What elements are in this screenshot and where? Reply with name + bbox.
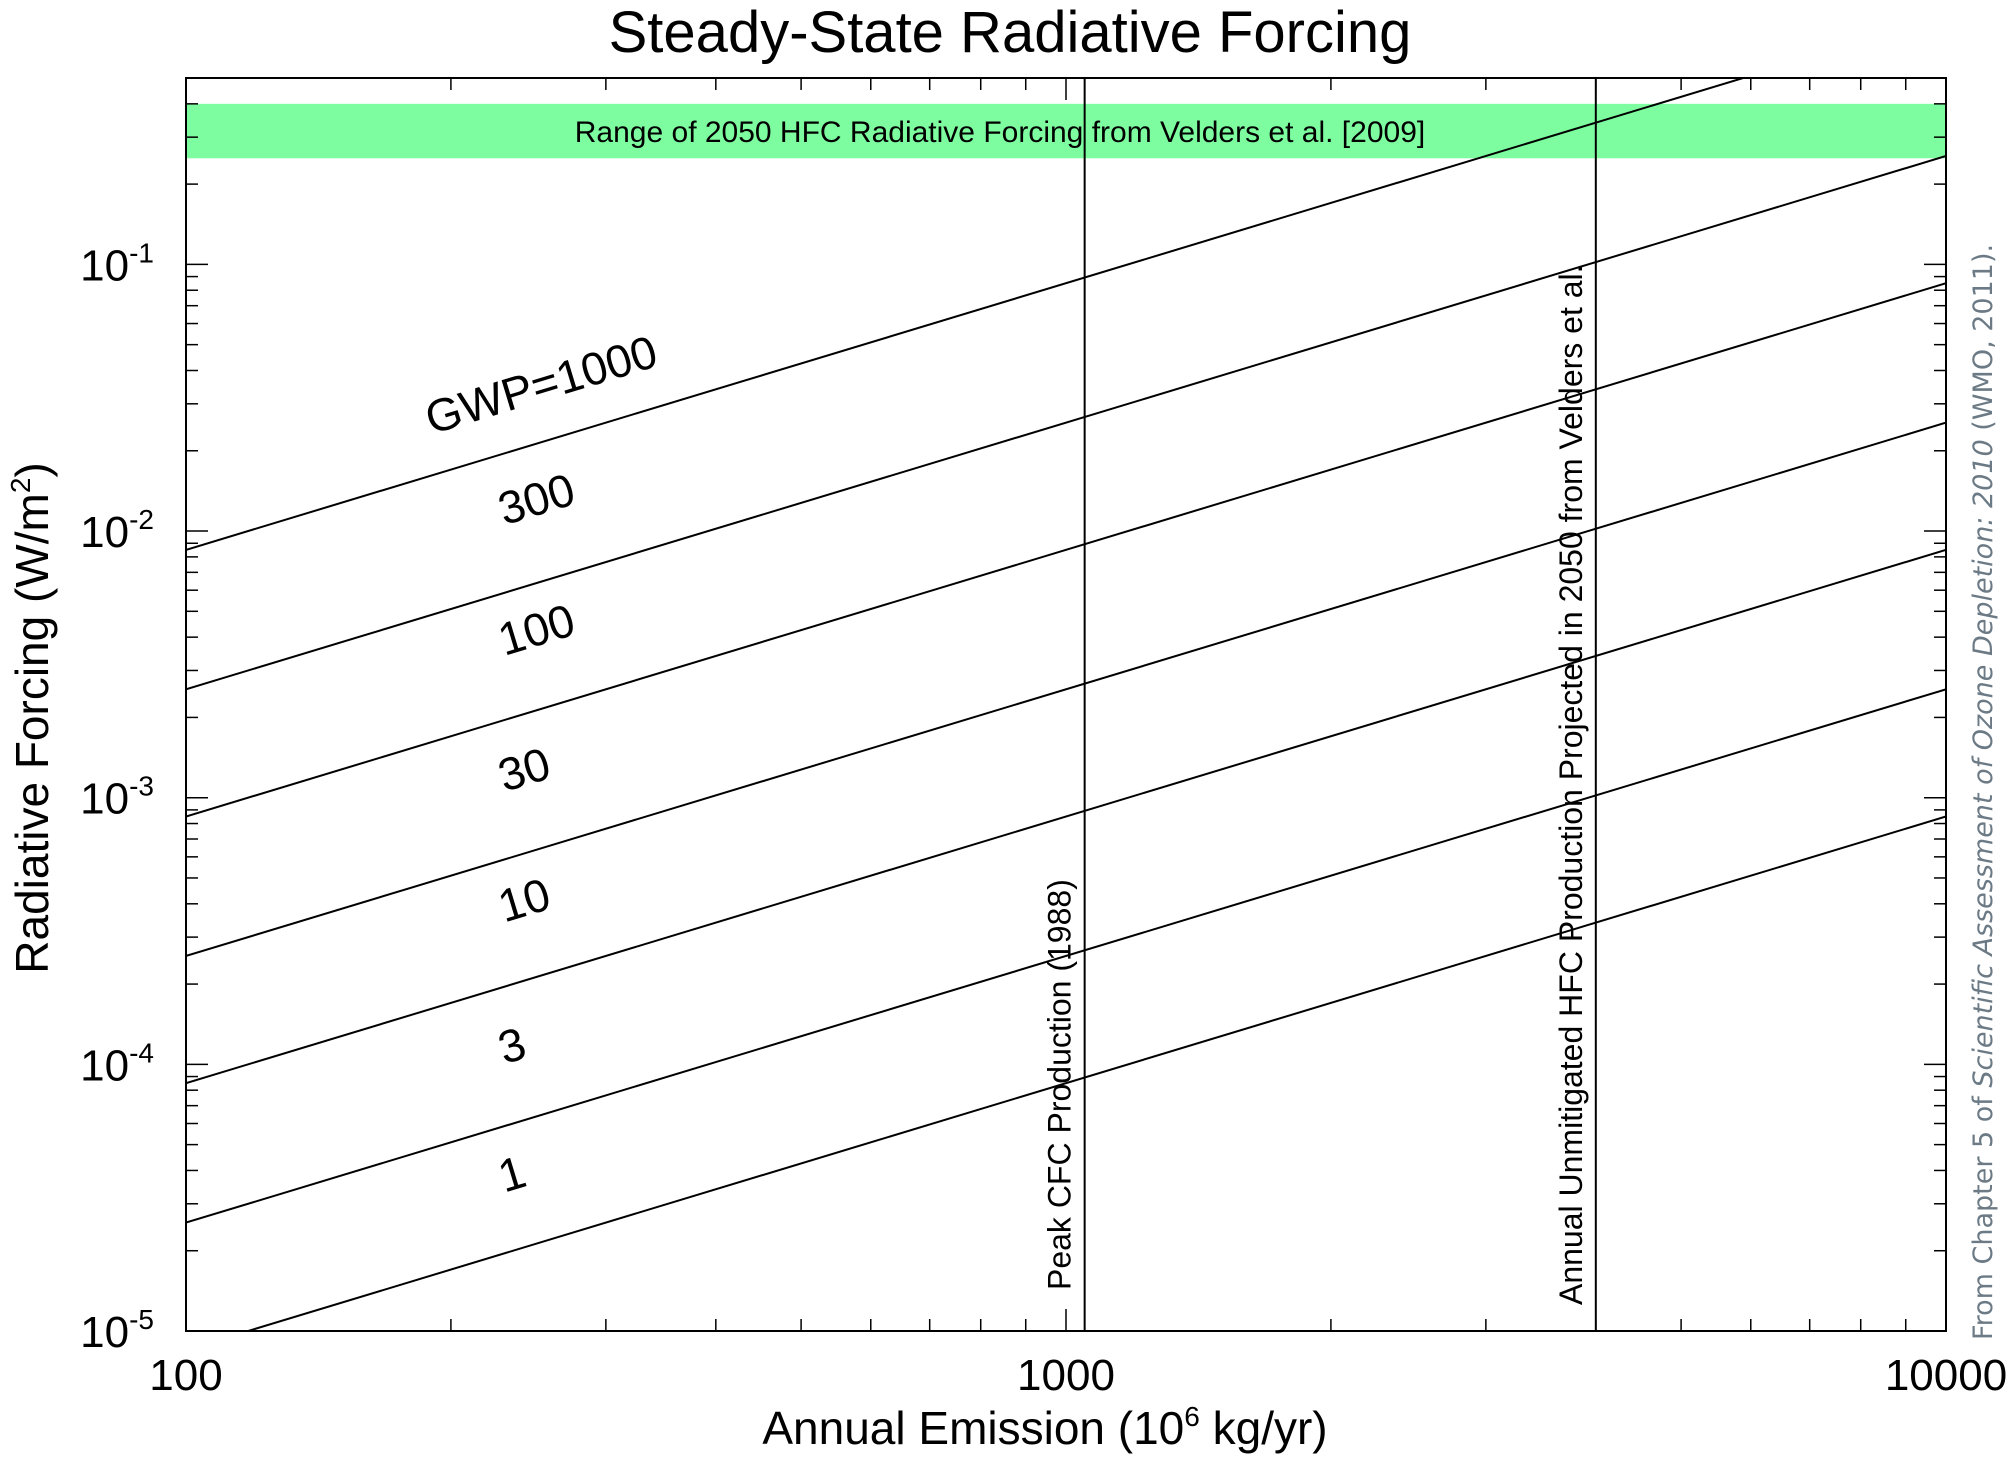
vline-label: Annual Unmitigated HFC Production Projec…	[1553, 264, 1589, 1305]
source-note-prefix: From Chapter 5 of	[1968, 1088, 1999, 1340]
x-axis-label-main: Annual Emission (10	[762, 1402, 1184, 1454]
gwp-line	[186, 155, 1946, 691]
plot-frame	[185, 77, 1947, 1332]
x-tick-label: 100	[149, 1351, 222, 1400]
x-axis-label-tail: kg/yr)	[1200, 1402, 1328, 1454]
gwp-line	[186, 548, 1946, 1085]
band-rect	[186, 103, 1946, 159]
tick-labels: 100 1000 10000 10-5 10-4 10-3 10-2 10-1	[80, 237, 2007, 1400]
source-note-italic: Scientific Assessment of Ozone Depletion…	[1968, 439, 1999, 1087]
gwp-line	[186, 282, 1946, 818]
y-tick-label: 10-3	[80, 771, 154, 824]
x-tick-label: 1000	[1017, 1351, 1115, 1400]
chart-title: Steady-State Radiative Forcing	[609, 0, 1412, 65]
gwp-lines-clip	[186, 78, 1946, 1331]
vline-label: Peak CFC Production (1988)	[1042, 879, 1078, 1290]
y-axis-label-main: Radiative Forcing (W/m	[6, 493, 58, 974]
hfc-range-band: Range of 2050 HFC Radiative Forcing from…	[186, 103, 1946, 159]
band-label: Range of 2050 HFC Radiative Forcing from…	[575, 116, 1425, 149]
y-tick-label: 10-2	[80, 504, 154, 557]
gwp-line	[244, 815, 1946, 1331]
x-axis-label-sup: 6	[1184, 1401, 1200, 1432]
x-axis-label: Annual Emission (106 kg/yr)	[762, 1401, 1327, 1454]
x-tick-label: 10000	[1885, 1351, 2007, 1400]
y-axis-label: Radiative Forcing (W/m2)	[5, 462, 58, 973]
gwp-line	[186, 688, 1946, 1224]
y-tick-label: 10-4	[80, 1037, 154, 1090]
source-note: From Chapter 5 of Scientific Assessment …	[1968, 244, 1999, 1340]
y-axis-label-sup: 2	[5, 478, 36, 494]
y-tick-label: 10-5	[80, 1304, 154, 1357]
y-axis-label-tail: )	[6, 462, 58, 477]
gwp-line	[186, 78, 1747, 551]
gwp-line	[186, 421, 1946, 957]
y-tick-label: 10-1	[80, 237, 154, 290]
reference-lines: Peak CFC Production (1988) Annual Unmitig…	[1042, 78, 1597, 1331]
source-note-suffix: (WMO, 2011).	[1968, 244, 1999, 439]
